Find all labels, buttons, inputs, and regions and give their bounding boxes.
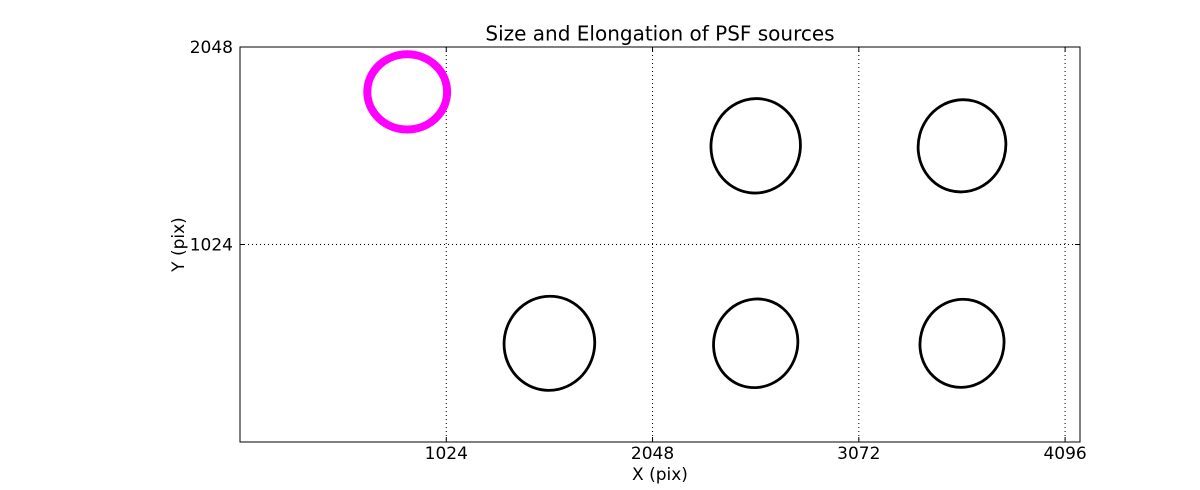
y-axis-label: Y (pix) bbox=[169, 217, 189, 273]
x-tick-label-4096: 4096 bbox=[1043, 444, 1086, 464]
x-tick-label-3072: 3072 bbox=[837, 444, 880, 464]
chart-title: Size and Elongation of PSF sources bbox=[485, 22, 834, 46]
psf-source-ellipse-2 bbox=[916, 98, 1008, 194]
y-tick-label-2048: 2048 bbox=[190, 38, 233, 58]
psf-source-ellipse-1 bbox=[709, 97, 802, 195]
tick-label-layer: 1024 2048 3072 4096 1024 2048 bbox=[190, 38, 1087, 464]
x-axis-label: X (pix) bbox=[632, 465, 688, 485]
psf-source-ellipse-5 bbox=[918, 297, 1006, 389]
tick-layer bbox=[240, 46, 1080, 442]
x-tick-label-2048: 2048 bbox=[631, 444, 674, 464]
psf-source-ellipse-0 bbox=[363, 50, 452, 134]
y-tick-label-1024: 1024 bbox=[190, 236, 233, 256]
x-tick-label-1024: 1024 bbox=[425, 444, 468, 464]
ellipse-layer bbox=[363, 50, 1008, 392]
psf-source-ellipse-3 bbox=[502, 294, 597, 392]
grid-layer bbox=[240, 47, 1080, 442]
psf-source-ellipse-4 bbox=[712, 297, 800, 390]
